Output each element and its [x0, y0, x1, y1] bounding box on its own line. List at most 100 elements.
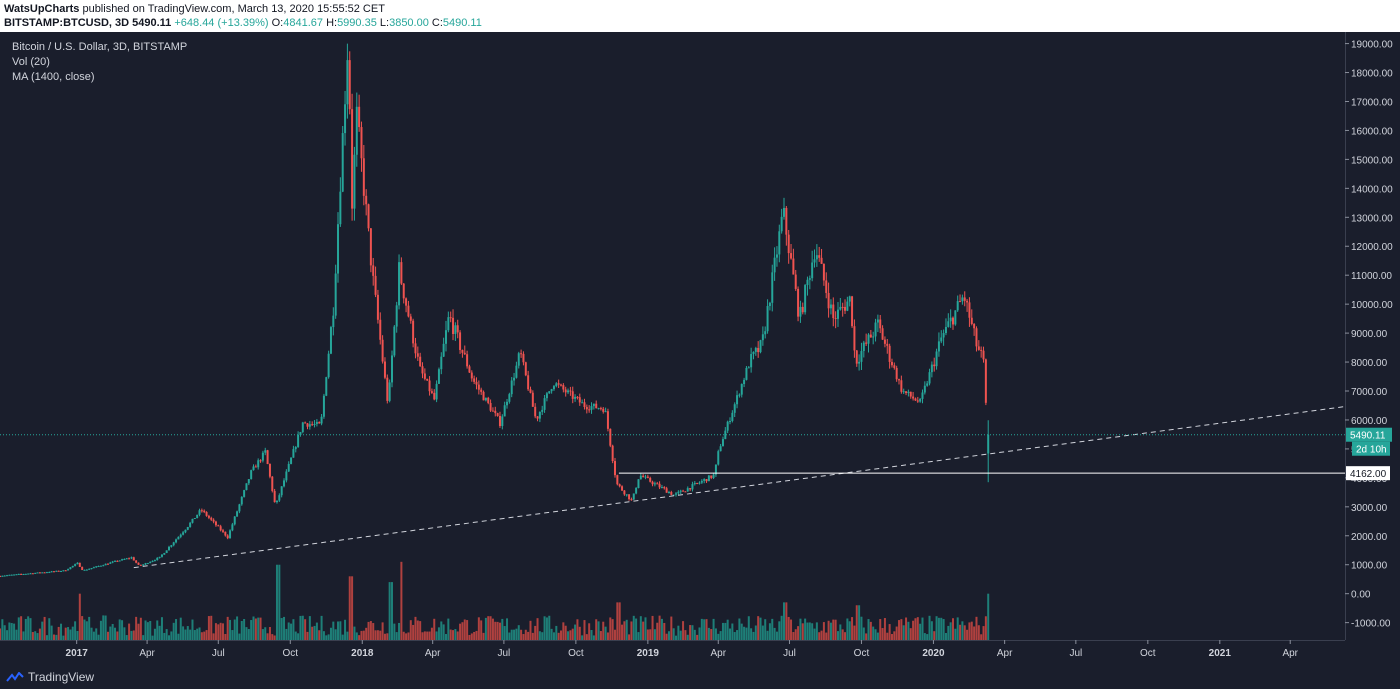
candle-body[interactable] [574, 396, 577, 399]
candle-body[interactable] [517, 353, 520, 366]
candle-body[interactable] [560, 384, 563, 386]
candle-body[interactable] [616, 475, 619, 485]
candle-body[interactable] [949, 317, 952, 322]
candle-body[interactable] [883, 339, 886, 344]
candle-body[interactable] [168, 546, 171, 551]
candle-body[interactable] [935, 351, 938, 367]
candle-body[interactable] [437, 369, 440, 384]
candle-body[interactable] [538, 411, 541, 419]
candle-body[interactable] [142, 564, 145, 566]
candle-body[interactable] [815, 255, 818, 260]
candle-body[interactable] [257, 460, 260, 468]
candle-body[interactable] [153, 560, 156, 562]
candle-body[interactable] [651, 481, 654, 485]
candle-body[interactable] [423, 373, 426, 379]
candle-body[interactable] [930, 364, 933, 373]
candle-body[interactable] [346, 60, 349, 105]
candle-body[interactable] [243, 490, 246, 497]
candle-body[interactable] [578, 397, 581, 403]
candle-body[interactable] [656, 483, 659, 485]
candle-body[interactable] [273, 490, 276, 503]
candle-body[interactable] [43, 572, 46, 574]
candle-body[interactable] [376, 294, 379, 320]
candle-body[interactable] [182, 532, 185, 535]
candle-body[interactable] [595, 403, 598, 409]
candle-body[interactable] [977, 346, 980, 350]
candle-body[interactable] [144, 563, 147, 565]
candle-body[interactable] [461, 349, 464, 353]
candle-body[interactable] [240, 496, 243, 505]
candle-body[interactable] [778, 231, 781, 255]
candle-body[interactable] [36, 572, 39, 574]
candle-body[interactable] [820, 257, 823, 264]
candle-body[interactable] [689, 488, 692, 490]
candle-body[interactable] [599, 408, 602, 410]
candle-body[interactable] [13, 574, 16, 576]
candle-body[interactable] [707, 475, 710, 482]
candle-body[interactable] [102, 565, 105, 567]
candle-body[interactable] [280, 486, 283, 496]
candle-body[interactable] [700, 480, 703, 483]
candle-body[interactable] [81, 566, 84, 570]
candle-body[interactable] [0, 576, 1, 578]
candle-body[interactable] [773, 257, 776, 273]
candle-body[interactable] [383, 361, 386, 378]
candle-body[interactable] [865, 342, 868, 344]
candle-body[interactable] [602, 408, 605, 412]
candle-body[interactable] [85, 569, 88, 571]
candle-body[interactable] [322, 395, 325, 417]
candle-body[interactable] [339, 191, 342, 225]
candle-body[interactable] [426, 378, 429, 381]
candle-body[interactable] [959, 301, 962, 303]
candle-body[interactable] [332, 315, 335, 328]
candle-body[interactable] [477, 384, 480, 390]
candle-body[interactable] [20, 573, 23, 575]
candle-body[interactable] [771, 272, 774, 303]
candle-body[interactable] [301, 422, 304, 433]
candle-body[interactable] [496, 413, 499, 416]
candle-body[interactable] [968, 302, 971, 318]
candle-body[interactable] [491, 410, 494, 412]
candle-body[interactable] [67, 569, 70, 571]
candle-body[interactable] [447, 317, 450, 331]
candle-body[interactable] [238, 504, 241, 512]
price-chart[interactable]: 19000.00 18000.00 17000.00 16000.00 15000.00… [0, 32, 1400, 664]
candle-body[interactable] [473, 378, 476, 382]
candle-body[interactable] [721, 439, 724, 447]
candle-body[interactable] [149, 561, 152, 564]
candle-body[interactable] [923, 385, 926, 393]
candle-body[interactable] [780, 216, 783, 232]
candle-body[interactable] [872, 336, 875, 338]
candle-body[interactable] [879, 319, 882, 329]
candle-body[interactable] [839, 306, 842, 310]
candle-body[interactable] [726, 421, 729, 431]
candle-body[interactable] [95, 566, 98, 568]
candle-body[interactable] [531, 392, 534, 407]
candle-body[interactable] [494, 410, 497, 414]
candle-body[interactable] [459, 332, 462, 350]
support-trendline[interactable] [133, 406, 1346, 569]
candle-body[interactable] [146, 563, 149, 565]
candle-body[interactable] [555, 383, 558, 387]
candle-body[interactable] [74, 564, 77, 566]
candle-body[interactable] [759, 340, 762, 353]
candle-body[interactable] [724, 430, 727, 440]
candle-body[interactable] [283, 480, 286, 487]
candle-body[interactable] [846, 301, 849, 311]
candle-body[interactable] [860, 351, 863, 362]
candle-body[interactable] [623, 490, 626, 495]
candle-body[interactable] [766, 306, 769, 332]
candle-body[interactable] [764, 331, 767, 335]
candle-body[interactable] [712, 474, 715, 478]
candle-body[interactable] [926, 383, 929, 386]
candle-body[interactable] [855, 350, 858, 364]
candle-body[interactable] [114, 560, 117, 562]
candle-body[interactable] [428, 380, 431, 392]
candle-body[interactable] [15, 574, 18, 576]
candle-body[interactable] [797, 288, 800, 317]
candle-body[interactable] [109, 562, 112, 564]
candle-body[interactable] [463, 352, 466, 355]
candle-body[interactable] [468, 366, 471, 373]
candle-body[interactable] [175, 539, 178, 543]
candle-body[interactable] [97, 565, 100, 567]
